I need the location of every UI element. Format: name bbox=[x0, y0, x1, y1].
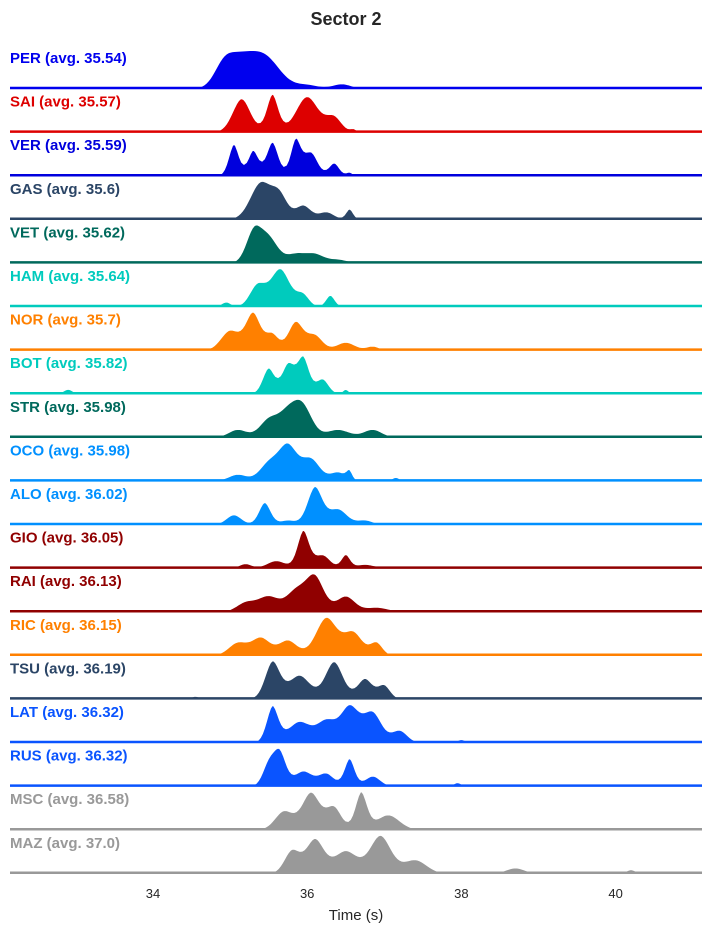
ridge-label: TSU (avg. 36.19) bbox=[10, 660, 126, 677]
x-axis-title: Time (s) bbox=[329, 907, 383, 924]
ridge-row: STR (avg. 35.98) bbox=[10, 397, 702, 439]
x-tick-label: 34 bbox=[146, 886, 160, 901]
x-tick-label: 40 bbox=[608, 886, 622, 901]
density-area bbox=[10, 573, 702, 612]
ridge-label: RUS (avg. 36.32) bbox=[10, 748, 128, 765]
ridge-label: BOT (avg. 35.82) bbox=[10, 355, 128, 372]
ridge-row: RAI (avg. 36.13) bbox=[10, 572, 702, 613]
ridge-label: RIC (avg. 36.15) bbox=[10, 617, 122, 634]
x-tick-label: 38 bbox=[454, 886, 468, 901]
ridge-label: GAS (avg. 35.6) bbox=[10, 181, 120, 198]
ridge-label: PER (avg. 35.54) bbox=[10, 50, 127, 67]
x-axis: 34 36 38 40 bbox=[146, 886, 623, 901]
ridge-row: RUS (avg. 36.32) bbox=[10, 746, 702, 787]
chart-title: Sector 2 bbox=[310, 9, 381, 29]
ridge-row: GIO (avg. 36.05) bbox=[10, 528, 702, 569]
ridge-label: SAI (avg. 35.57) bbox=[10, 94, 121, 111]
ridge-label: STR (avg. 35.98) bbox=[10, 399, 126, 416]
density-area bbox=[10, 616, 702, 655]
ridge-row: ALO (avg. 36.02) bbox=[10, 484, 702, 526]
ridge-row: MAZ (avg. 37.0) bbox=[10, 833, 702, 875]
density-area bbox=[10, 704, 702, 742]
ridge-row: SAI (avg. 35.57) bbox=[10, 92, 702, 133]
ridge-label: MSC (avg. 36.58) bbox=[10, 791, 129, 808]
density-area bbox=[10, 747, 702, 786]
ridge-label: VER (avg. 35.59) bbox=[10, 137, 127, 154]
ridge-label: LAT (avg. 36.32) bbox=[10, 704, 124, 721]
ridge-label: OCO (avg. 35.98) bbox=[10, 442, 130, 459]
density-area bbox=[10, 791, 702, 830]
ridge-label: MAZ (avg. 37.0) bbox=[10, 835, 120, 852]
x-tick-label: 36 bbox=[300, 886, 314, 901]
ridge-row: OCO (avg. 35.98) bbox=[10, 441, 702, 482]
ridge-row: BOT (avg. 35.82) bbox=[10, 354, 702, 395]
ridge-row: TSU (avg. 36.19) bbox=[10, 659, 702, 700]
ridge-row: LAT (avg. 36.32) bbox=[10, 702, 702, 744]
ridge-row: MSC (avg. 36.58) bbox=[10, 790, 702, 831]
ridge-label: GIO (avg. 36.05) bbox=[10, 530, 123, 547]
ridge-row: PER (avg. 35.54) bbox=[10, 48, 702, 90]
ridge-row: NOR (avg. 35.7) bbox=[10, 310, 702, 351]
density-area bbox=[10, 660, 702, 699]
ridge-label: ALO (avg. 36.02) bbox=[10, 486, 128, 503]
ridge-row: VER (avg. 35.59) bbox=[10, 135, 702, 177]
ridge-row: HAM (avg. 35.64) bbox=[10, 266, 702, 308]
ridge-row: RIC (avg. 36.15) bbox=[10, 615, 702, 657]
density-area bbox=[10, 834, 702, 873]
ridge-rows: PER (avg. 35.54) SAI (avg. 35.57) VER (avg… bbox=[10, 48, 702, 875]
ridge-label: NOR (avg. 35.7) bbox=[10, 312, 121, 329]
ridge-label: HAM (avg. 35.64) bbox=[10, 268, 130, 285]
ridge-label: RAI (avg. 36.13) bbox=[10, 573, 122, 590]
ridge-row: GAS (avg. 35.6) bbox=[10, 179, 702, 221]
ridge-label: VET (avg. 35.62) bbox=[10, 224, 125, 241]
ridge-row: VET (avg. 35.62) bbox=[10, 223, 702, 264]
